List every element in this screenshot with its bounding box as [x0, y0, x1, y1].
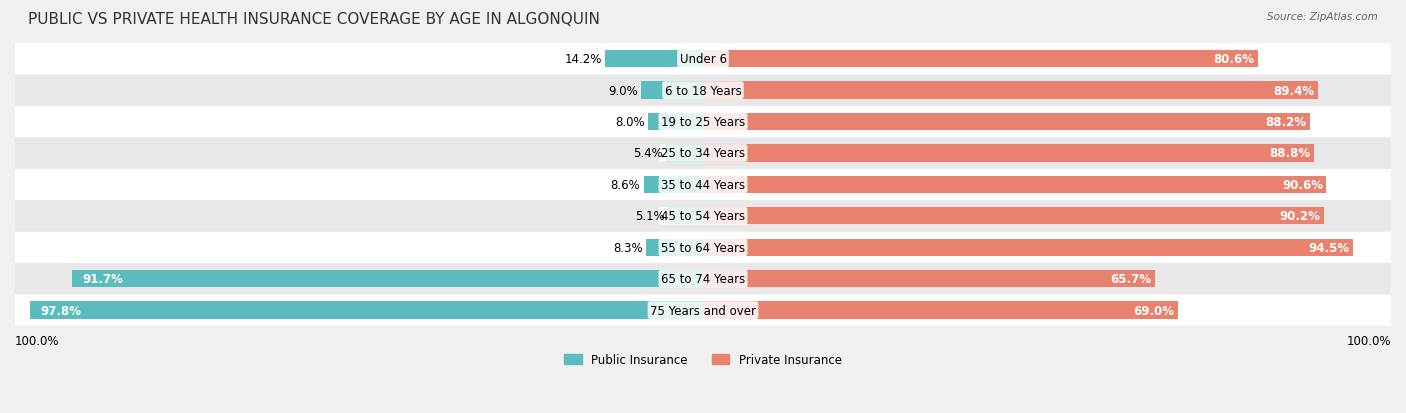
Bar [703, 114, 1310, 131]
Text: 88.2%: 88.2% [1265, 116, 1306, 129]
Text: 55 to 64 Years: 55 to 64 Years [661, 241, 745, 254]
Text: 19 to 25 Years: 19 to 25 Years [661, 116, 745, 129]
Text: 90.6%: 90.6% [1282, 178, 1323, 192]
FancyBboxPatch shape [15, 263, 1391, 295]
Bar [703, 176, 1326, 194]
Bar [703, 51, 1257, 68]
Bar [703, 208, 1323, 225]
Text: 5.4%: 5.4% [633, 147, 662, 160]
Text: 65 to 74 Years: 65 to 74 Years [661, 273, 745, 285]
Text: 25 to 34 Years: 25 to 34 Years [661, 147, 745, 160]
FancyBboxPatch shape [15, 232, 1391, 263]
Text: 45 to 54 Years: 45 to 54 Years [661, 210, 745, 223]
Text: 65.7%: 65.7% [1111, 273, 1152, 285]
Bar [703, 145, 1315, 162]
FancyBboxPatch shape [15, 107, 1391, 138]
Text: 100.0%: 100.0% [1347, 334, 1391, 347]
Text: 35 to 44 Years: 35 to 44 Years [661, 178, 745, 192]
Text: 97.8%: 97.8% [41, 304, 82, 317]
Bar [606, 51, 703, 68]
Bar [72, 271, 703, 287]
Text: 8.3%: 8.3% [613, 241, 643, 254]
Bar [30, 302, 703, 319]
FancyBboxPatch shape [15, 169, 1391, 201]
FancyBboxPatch shape [15, 295, 1391, 326]
Bar [666, 145, 703, 162]
Text: 8.0%: 8.0% [614, 116, 644, 129]
Text: 90.2%: 90.2% [1279, 210, 1320, 223]
Bar [645, 239, 703, 256]
FancyBboxPatch shape [15, 44, 1391, 75]
Text: Under 6: Under 6 [679, 53, 727, 66]
Text: 8.6%: 8.6% [610, 178, 640, 192]
Text: 5.1%: 5.1% [634, 210, 665, 223]
Text: 6 to 18 Years: 6 to 18 Years [665, 84, 741, 97]
Bar [703, 82, 1317, 100]
Bar [703, 239, 1353, 256]
Text: 9.0%: 9.0% [607, 84, 638, 97]
Bar [668, 208, 703, 225]
Text: Source: ZipAtlas.com: Source: ZipAtlas.com [1267, 12, 1378, 22]
Bar [644, 176, 703, 194]
FancyBboxPatch shape [15, 201, 1391, 232]
Text: 80.6%: 80.6% [1213, 53, 1254, 66]
Bar [703, 302, 1178, 319]
Text: 14.2%: 14.2% [564, 53, 602, 66]
Bar [641, 82, 703, 100]
Legend: Public Insurance, Private Insurance: Public Insurance, Private Insurance [560, 349, 846, 371]
Text: 94.5%: 94.5% [1309, 241, 1350, 254]
Text: 91.7%: 91.7% [83, 273, 124, 285]
Text: 69.0%: 69.0% [1133, 304, 1174, 317]
FancyBboxPatch shape [15, 138, 1391, 169]
Text: 75 Years and over: 75 Years and over [650, 304, 756, 317]
Text: 100.0%: 100.0% [15, 334, 59, 347]
Text: PUBLIC VS PRIVATE HEALTH INSURANCE COVERAGE BY AGE IN ALGONQUIN: PUBLIC VS PRIVATE HEALTH INSURANCE COVER… [28, 12, 600, 27]
Text: 88.8%: 88.8% [1270, 147, 1310, 160]
FancyBboxPatch shape [15, 75, 1391, 107]
Text: 89.4%: 89.4% [1274, 84, 1315, 97]
Bar [648, 114, 703, 131]
Bar [703, 271, 1154, 287]
